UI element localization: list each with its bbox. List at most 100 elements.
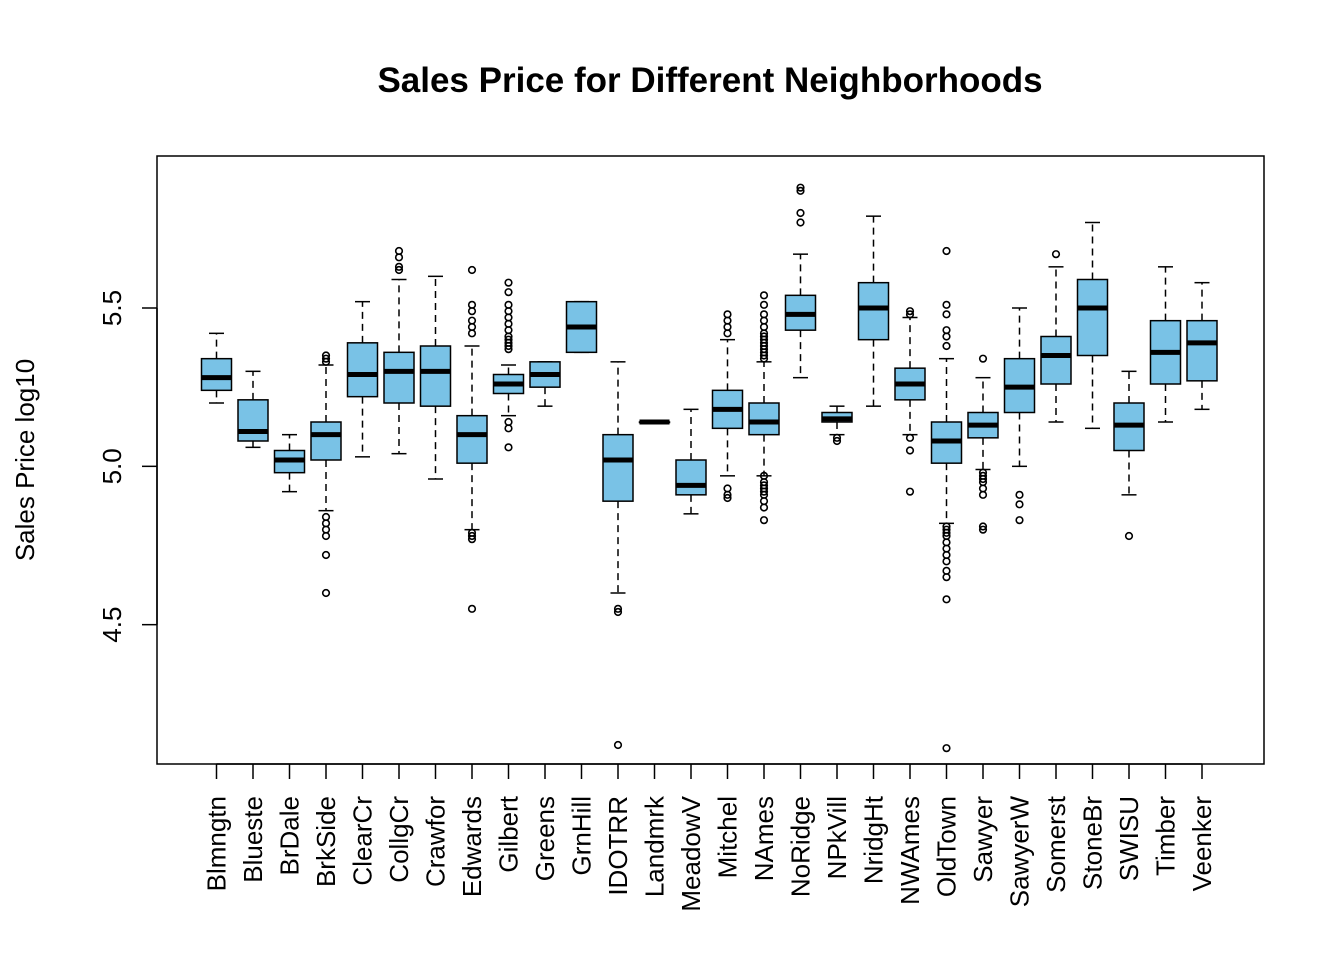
- x-tick-label: Greens: [530, 796, 560, 881]
- outlier-point: [942, 595, 951, 604]
- x-tick-label: StoneBr: [1078, 796, 1108, 890]
- outlier-point: [723, 329, 732, 338]
- x-tick-label: NridgHt: [859, 795, 889, 884]
- x-tick-label: OldTown: [932, 796, 962, 897]
- outlier-point: [942, 573, 951, 582]
- y-axis: 4.5 5.0 5.5: [97, 290, 158, 643]
- outlier-point: [321, 550, 331, 560]
- box-NPkVill: [821, 405, 853, 446]
- x-tick-label: NWAmes: [895, 796, 925, 905]
- x-tick-label: Timber: [1151, 796, 1181, 876]
- outlier-point: [467, 531, 477, 541]
- outlier-point: [759, 351, 769, 360]
- box-ClearCr: [346, 300, 379, 458]
- iqr-box: [346, 342, 379, 398]
- x-tick-label: Blueste: [238, 796, 268, 883]
- box-Somerst: [1040, 250, 1072, 423]
- iqr-box: [383, 351, 415, 404]
- x-axis: Blmngtn Blueste BrDale BrkSide ClearCr CollgC…: [202, 763, 1217, 912]
- outlier-point: [942, 528, 951, 537]
- box-BrDale: [273, 433, 306, 493]
- iqr-box: [1040, 335, 1072, 385]
- outlier-point: [942, 332, 951, 341]
- box-Edwards: [456, 265, 488, 613]
- box-Blmngtn: [200, 332, 233, 404]
- outlier-point: [978, 490, 988, 499]
- outlier-point: [942, 300, 951, 309]
- box-NridgHt: [857, 215, 890, 407]
- outlier-point: [978, 522, 988, 531]
- outlier-point: [796, 208, 805, 218]
- x-tick-label: Sawyer: [968, 796, 998, 883]
- iqr-box: [200, 357, 233, 392]
- x-tick-label: NoRidge: [786, 796, 816, 897]
- y-axis-label: Sales Price log10: [10, 359, 40, 561]
- outlier-point: [467, 329, 477, 338]
- outlier-point: [504, 278, 513, 287]
- x-tick-label: BrkSide: [311, 796, 341, 887]
- outlier-point: [394, 265, 404, 275]
- box-Timber: [1149, 266, 1182, 423]
- x-tick-label: BrDale: [275, 796, 305, 875]
- outlier-point: [942, 341, 951, 351]
- outlier-point: [942, 310, 951, 319]
- outlier-point: [905, 310, 915, 319]
- chart-title: Sales Price for Different Neighborhoods: [377, 61, 1042, 100]
- box-Veenker: [1186, 281, 1218, 411]
- iqr-box: [857, 281, 890, 341]
- outlier-point: [942, 557, 951, 566]
- outlier-point: [759, 503, 769, 512]
- box-Sawyer: [967, 354, 999, 534]
- outlier-point: [905, 487, 915, 496]
- outlier-point: [321, 588, 331, 598]
- box-SWISU: [1113, 370, 1145, 541]
- outlier-point: [613, 740, 623, 750]
- iqr-box: [1186, 319, 1218, 382]
- x-tick-label: NPkVill: [822, 796, 852, 879]
- x-tick-label: Landmrk: [640, 795, 670, 897]
- outlier-point: [723, 490, 732, 499]
- box-CollgCr: [383, 246, 415, 455]
- outlier-point: [978, 474, 988, 484]
- x-tick-label: Blmngtn: [202, 796, 232, 891]
- iqr-box: [675, 459, 707, 496]
- outlier-point: [321, 531, 331, 541]
- outlier-point: [504, 341, 513, 351]
- box-StoneBr: [1076, 221, 1109, 430]
- outlier-point: [467, 535, 477, 544]
- iqr-box: [237, 399, 269, 442]
- outlier-point: [759, 291, 769, 300]
- outlier-point: [394, 262, 404, 271]
- box-NoRidge: [784, 183, 817, 379]
- x-tick-label: MeadowV: [676, 795, 706, 911]
- x-tick-label: NAmes: [749, 796, 779, 881]
- outlier-point: [467, 307, 477, 316]
- outlier-point: [321, 354, 331, 363]
- outlier-point: [942, 246, 951, 256]
- outlier-point: [723, 493, 732, 503]
- y-tick-label: 4.5: [97, 607, 127, 643]
- outlier-point: [832, 433, 842, 442]
- outlier-point: [796, 183, 805, 192]
- box-MeadowV: [675, 408, 707, 515]
- iqr-box: [419, 345, 452, 407]
- box-Landmrk: [638, 419, 671, 425]
- x-tick-label: GrnHill: [567, 796, 597, 875]
- outlier-point: [1124, 531, 1134, 541]
- outlier-point: [796, 186, 805, 195]
- box-Mitchel: [711, 310, 744, 503]
- y-tick-label: 5.5: [97, 290, 127, 326]
- outlier-point: [613, 607, 623, 617]
- box-BrkSide: [310, 351, 342, 598]
- iqr-box: [1076, 278, 1109, 357]
- outlier-point: [905, 433, 915, 442]
- outlier-point: [394, 253, 404, 262]
- box-IDOTRR: [602, 361, 634, 750]
- box-NAmes: [748, 291, 780, 525]
- outlier-point: [467, 265, 477, 275]
- box-Gilbert: [492, 278, 525, 452]
- x-tick-label: Somerst: [1041, 795, 1071, 893]
- outlier-point: [759, 300, 769, 309]
- iqr-box: [602, 433, 634, 502]
